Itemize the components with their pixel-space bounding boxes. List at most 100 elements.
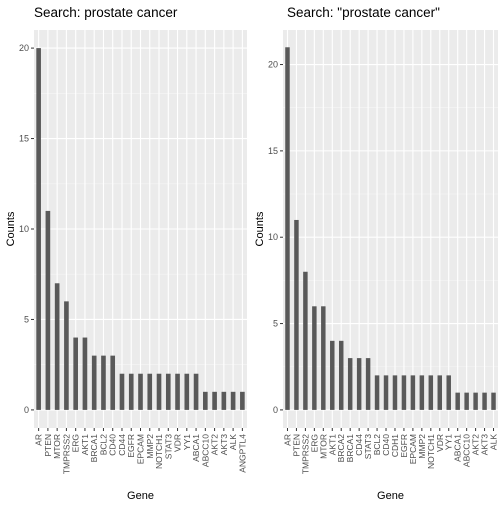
bar-akt2 [473, 392, 478, 410]
x-tick-label: CD40 [381, 434, 391, 456]
bar-akt2 [212, 391, 217, 410]
bar-abcc10 [203, 391, 208, 410]
bar-mmp2 [419, 375, 425, 410]
bar-bcl2 [101, 355, 106, 410]
x-tick-label: TMPRSS2 [61, 434, 71, 474]
x-tick-label: BRCA1 [89, 434, 99, 463]
x-tick-label: ERG [309, 434, 319, 452]
bar-mtor [54, 283, 60, 410]
bar-vdr [175, 373, 180, 410]
x-tick-label: PTEN [291, 434, 301, 457]
chart-title: Search: prostate cancer [34, 5, 178, 20]
y-tick-label: 20 [19, 43, 29, 53]
bar-egfr [128, 373, 134, 410]
x-tick-label: BRCA1 [345, 434, 355, 463]
bar-yy1 [446, 375, 451, 410]
x-tick-label: ALK [228, 434, 238, 450]
x-tick-label: MMP2 [145, 434, 155, 459]
bar-vdr [437, 375, 443, 410]
bar-ar [36, 48, 41, 410]
bar-abca1 [455, 392, 460, 410]
bar-egfr [401, 375, 407, 410]
x-tick-label: ABCA1 [191, 434, 201, 462]
bar-ar [285, 47, 290, 410]
x-tick-label: CD44 [117, 434, 127, 456]
x-tick-label: VDR [435, 434, 445, 452]
x-axis-label: Gene [127, 490, 154, 502]
bar-akt3 [482, 392, 487, 410]
x-tick-label: ANGPTL4 [237, 434, 247, 473]
bar-stat3 [365, 358, 371, 410]
x-tick-label: NOTCH1 [426, 434, 436, 469]
x-tick-label: CD44 [354, 434, 364, 456]
bar-mmp2 [147, 373, 153, 410]
bar-brca1 [91, 355, 97, 410]
y-tick-label: 20 [268, 60, 278, 70]
y-axis-label: Counts [5, 211, 17, 246]
x-tick-label: AKT2 [210, 434, 220, 456]
bar-abcc10 [464, 392, 469, 410]
x-tick-label: CDH1 [390, 434, 400, 457]
chart-panel-1: 0 5 10 15 20 AR PTEN MTOR TMPRSS2 ERG AKT1 BRCA1 BCL… [5, 5, 247, 502]
bar-akt1 [82, 337, 88, 410]
x-tick-label: MMP2 [417, 434, 427, 459]
y-tick-label: 15 [268, 146, 278, 156]
x-tick-label: BCL2 [98, 434, 108, 456]
bar-cd40 [383, 375, 389, 410]
bar-alk [230, 391, 236, 410]
x-tick-label: AKT3 [219, 434, 229, 456]
x-tick-label: TMPRSS2 [300, 434, 310, 474]
bar-cdh1 [392, 375, 398, 410]
y-tick-label: 10 [268, 232, 278, 242]
x-tick-label: STAT3 [363, 434, 373, 459]
bar-erg [73, 337, 78, 410]
x-tick-label: ABCC10 [462, 434, 472, 467]
x-tick-label: BCL2 [372, 434, 382, 456]
x-axis-label: Gene [377, 490, 404, 502]
x-tick-label: MTOR [52, 434, 62, 459]
bar-tmprss2 [303, 271, 308, 410]
x-tick-label: YY1 [444, 434, 454, 450]
y-tick-label: 10 [19, 224, 29, 234]
bar-akt1 [330, 340, 335, 410]
bar-tmprss2 [64, 301, 69, 410]
x-tick-label: ABCA1 [453, 434, 463, 462]
bar-brca1 [347, 358, 353, 410]
x-tick-label: CD40 [108, 434, 118, 456]
plot-panel [283, 30, 498, 428]
x-tick-label: EGFR [126, 434, 136, 458]
bar-epcam [138, 373, 143, 410]
bar-notch1 [156, 373, 162, 410]
y-tick-label: 0 [24, 405, 29, 415]
x-tick-label: EPCAM [408, 434, 418, 464]
bar-pten [45, 210, 51, 410]
x-tick-label: EGFR [399, 434, 409, 458]
x-tick-label: AKT1 [327, 434, 337, 456]
y-axis-label: Counts [254, 211, 266, 246]
bar-erg [312, 306, 317, 410]
x-tick-label: AKT1 [80, 434, 90, 456]
bar-stat3 [165, 373, 171, 410]
bar-epcam [410, 375, 416, 410]
x-tick-label: AR [282, 434, 292, 446]
x-tick-label: AKT2 [471, 434, 481, 456]
x-tick-label: ALK [489, 434, 499, 450]
x-tick-label: YY1 [182, 434, 192, 450]
bar-brca2 [338, 340, 344, 410]
bar-notch1 [428, 375, 434, 410]
bar-mtor [321, 306, 326, 410]
chart-panel-2: 0 5 10 15 20 ARPTENTMPRSS2ERGMTORAKT1BRCA2BRC… [254, 5, 499, 502]
x-tick-label: STAT3 [163, 434, 173, 459]
x-tick-label: MTOR [318, 434, 328, 459]
x-tick-label: BRCA2 [336, 434, 346, 463]
y-tick-label: 5 [273, 319, 278, 329]
x-tick-label: ABCC10 [200, 434, 210, 467]
bar-angptl4 [240, 391, 245, 410]
bar-cd40 [110, 355, 116, 410]
bar-pten [294, 219, 299, 410]
x-tick-label: AKT3 [480, 434, 490, 456]
bar-alk [491, 392, 496, 410]
bar-abca1 [193, 373, 199, 410]
